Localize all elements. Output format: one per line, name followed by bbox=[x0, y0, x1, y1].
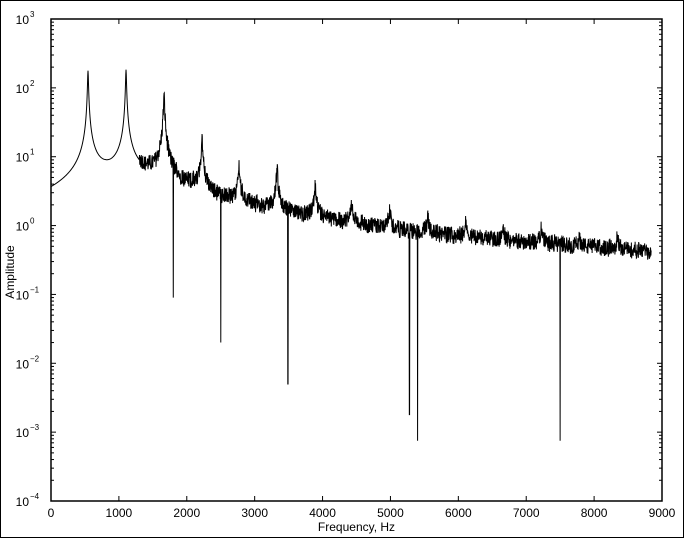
axis-ticks bbox=[50, 18, 663, 502]
x-tick-labels: 0 1000 2000 3000 4000 5000 6000 7000 8000 9000 bbox=[48, 506, 676, 520]
y-tick-exponent: −4 bbox=[30, 492, 40, 501]
y-tick-label: 10 bbox=[16, 288, 30, 302]
y-tick-label: 10 bbox=[16, 426, 30, 440]
axes-box bbox=[50, 18, 663, 502]
y-tick-exponent: −2 bbox=[30, 354, 40, 363]
x-tick-label: 9000 bbox=[649, 506, 676, 520]
x-tick-label: 2000 bbox=[173, 506, 200, 520]
x-tick-label: 6000 bbox=[445, 506, 472, 520]
y-tick-label: 10 bbox=[16, 495, 30, 509]
y-tick-exponent: 2 bbox=[30, 79, 35, 88]
y-axis-label: Amplitude bbox=[3, 245, 17, 299]
y-tick-exponent: −3 bbox=[30, 423, 40, 432]
x-tick-label: 7000 bbox=[513, 506, 540, 520]
plot-area bbox=[50, 69, 652, 441]
y-tick-label: 10 bbox=[16, 357, 30, 371]
y-tick-label: 10 bbox=[16, 220, 30, 234]
y-tick-label: 10 bbox=[16, 82, 30, 96]
y-tick-label: 10 bbox=[16, 151, 30, 165]
x-tick-label: 1000 bbox=[106, 506, 133, 520]
spectrum-line bbox=[50, 69, 652, 441]
x-tick-label: 4000 bbox=[309, 506, 336, 520]
x-axis-label: Frequency, Hz bbox=[318, 520, 395, 534]
y-tick-label: 10 bbox=[16, 13, 30, 27]
x-tick-label: 5000 bbox=[377, 506, 404, 520]
x-tick-label: 8000 bbox=[581, 506, 608, 520]
x-tick-label: 0 bbox=[48, 506, 55, 520]
y-tick-exponent: 0 bbox=[30, 217, 35, 226]
y-tick-exponent: 3 bbox=[30, 10, 35, 19]
y-tick-exponent: −1 bbox=[30, 285, 40, 294]
y-tick-exponent: 1 bbox=[30, 148, 35, 157]
x-tick-label: 3000 bbox=[241, 506, 268, 520]
